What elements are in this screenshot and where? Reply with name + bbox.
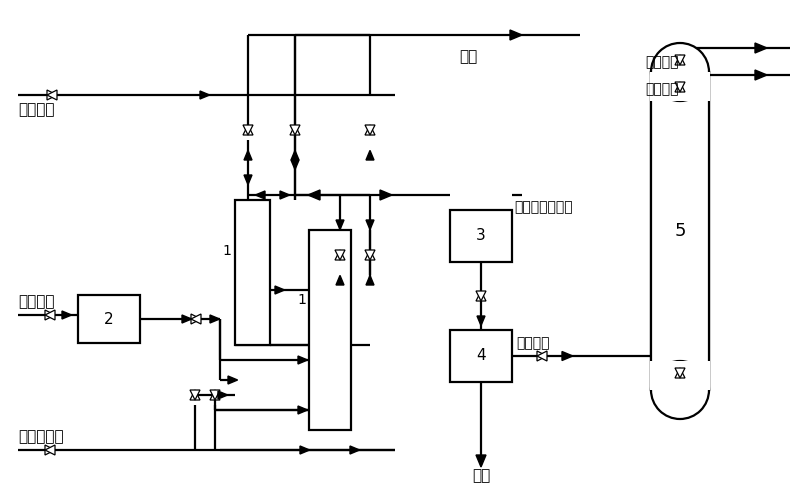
Polygon shape <box>335 250 345 260</box>
Polygon shape <box>191 314 201 324</box>
Polygon shape <box>182 315 192 323</box>
Polygon shape <box>298 406 308 414</box>
Polygon shape <box>675 55 685 65</box>
Bar <box>309 230 351 430</box>
Text: 烟气: 烟气 <box>459 49 477 64</box>
Polygon shape <box>255 191 265 199</box>
Polygon shape <box>365 125 375 135</box>
Polygon shape <box>290 125 300 135</box>
Polygon shape <box>336 276 344 285</box>
Polygon shape <box>675 368 685 378</box>
Polygon shape <box>366 276 374 285</box>
Polygon shape <box>300 446 310 454</box>
Polygon shape <box>365 250 375 260</box>
Polygon shape <box>476 455 486 467</box>
Polygon shape <box>365 250 375 260</box>
Text: 3: 3 <box>476 228 486 244</box>
Polygon shape <box>275 286 285 294</box>
Polygon shape <box>308 190 320 200</box>
Polygon shape <box>298 356 308 364</box>
Polygon shape <box>47 90 57 100</box>
Polygon shape <box>366 220 374 230</box>
Bar <box>651 72 709 390</box>
Polygon shape <box>537 351 547 361</box>
Polygon shape <box>243 125 253 135</box>
Text: 4: 4 <box>476 348 486 364</box>
Polygon shape <box>476 291 486 301</box>
Polygon shape <box>291 151 299 160</box>
Polygon shape <box>244 151 252 160</box>
Text: 炭黑: 炭黑 <box>472 468 490 483</box>
Bar <box>234 200 270 345</box>
Text: 含炭黑富氢气体: 含炭黑富氢气体 <box>514 200 573 214</box>
Bar <box>78 295 140 343</box>
Polygon shape <box>244 175 252 184</box>
Polygon shape <box>45 310 55 320</box>
Polygon shape <box>562 351 573 361</box>
Polygon shape <box>335 250 345 260</box>
Polygon shape <box>45 445 55 455</box>
Polygon shape <box>755 70 767 80</box>
Polygon shape <box>365 125 375 135</box>
Polygon shape <box>477 316 485 326</box>
Polygon shape <box>510 30 522 40</box>
Text: 1: 1 <box>222 244 231 258</box>
Polygon shape <box>210 390 220 400</box>
Polygon shape <box>336 220 344 230</box>
Polygon shape <box>62 311 72 319</box>
Polygon shape <box>190 390 200 400</box>
Polygon shape <box>47 90 57 100</box>
Polygon shape <box>537 351 547 361</box>
Polygon shape <box>200 91 210 99</box>
Polygon shape <box>675 368 685 378</box>
Text: 低热值燃气: 低热值燃气 <box>18 429 64 444</box>
Bar <box>650 361 710 390</box>
Bar <box>450 330 512 382</box>
Text: 2: 2 <box>104 311 114 327</box>
Polygon shape <box>190 390 200 400</box>
Polygon shape <box>675 82 685 92</box>
Text: 1: 1 <box>297 293 306 307</box>
Text: 助燃气体: 助燃气体 <box>18 294 54 309</box>
Polygon shape <box>380 190 392 200</box>
Text: 高纯氢气: 高纯氢气 <box>645 82 678 96</box>
Ellipse shape <box>651 43 709 101</box>
Polygon shape <box>45 310 55 320</box>
Bar <box>650 72 710 101</box>
Text: 5: 5 <box>674 222 686 240</box>
Text: 其他气体: 其他气体 <box>645 55 678 69</box>
Polygon shape <box>675 82 685 92</box>
Polygon shape <box>210 315 219 323</box>
Text: 富氢气体: 富氢气体 <box>516 336 550 350</box>
Polygon shape <box>291 160 299 170</box>
Polygon shape <box>675 55 685 65</box>
Bar <box>450 210 512 262</box>
Polygon shape <box>191 314 201 324</box>
Polygon shape <box>243 125 253 135</box>
Polygon shape <box>366 151 374 160</box>
Polygon shape <box>228 376 238 384</box>
Polygon shape <box>45 445 55 455</box>
Polygon shape <box>755 43 767 53</box>
Polygon shape <box>280 191 290 199</box>
Text: 甲烷气体: 甲烷气体 <box>18 102 54 117</box>
Bar <box>651 72 709 390</box>
Polygon shape <box>350 446 360 454</box>
Polygon shape <box>218 391 227 399</box>
Polygon shape <box>476 291 486 301</box>
Polygon shape <box>210 390 220 400</box>
Polygon shape <box>290 125 300 135</box>
Ellipse shape <box>651 361 709 419</box>
